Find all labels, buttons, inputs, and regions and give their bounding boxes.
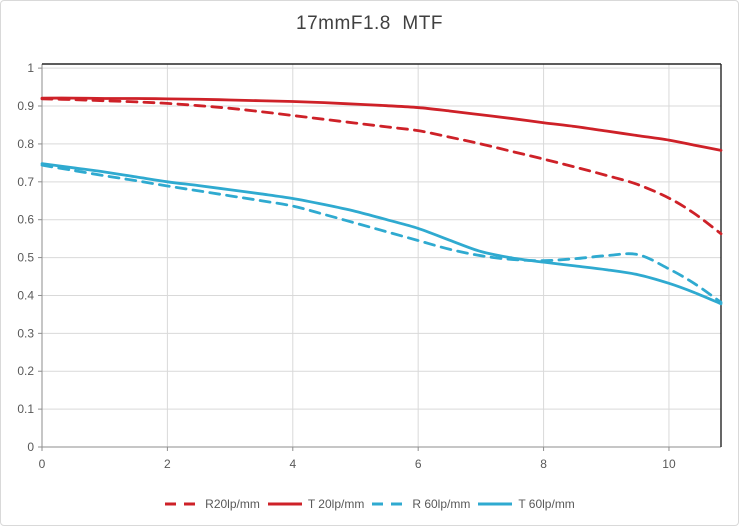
legend-label: R20lp/mm	[205, 497, 260, 511]
y-tick-label: 1	[27, 61, 34, 75]
chart-legend: R20lp/mm T 20lp/mm R 60lp/mm T 60lp/mm	[1, 497, 738, 511]
x-tick-label: 6	[415, 457, 422, 471]
series-r20lp-mm	[40, 97, 723, 236]
y-tick-label: 0.2	[17, 364, 34, 378]
y-tick-label: 0.6	[17, 213, 34, 227]
legend-label: R 60lp/mm	[412, 497, 471, 511]
legend-label: T 60lp/mm	[518, 497, 575, 511]
chart-title: 17mmF1.8 MTF	[296, 13, 443, 34]
series-t-60lp-mm	[40, 162, 723, 306]
legend-item: T 20lp/mm	[267, 497, 364, 511]
legend-item: T 60lp/mm	[477, 497, 575, 511]
dashed-line-sample-icon	[165, 502, 200, 506]
x-tick-label: 2	[164, 457, 171, 471]
y-tick-label: 0.1	[17, 402, 34, 416]
solid-line-sample-icon	[267, 502, 302, 506]
legend-item: R 60lp/mm	[371, 497, 470, 511]
y-tick-label: 0.5	[17, 251, 34, 265]
series-t-20lp-mm	[40, 96, 723, 152]
y-tick-label: 0.8	[17, 137, 34, 151]
solid-line-sample-icon	[478, 502, 513, 506]
series-r-60lp-mm	[40, 163, 723, 304]
y-tick-label: 0.4	[17, 288, 34, 302]
x-tick-label: 10	[662, 457, 676, 471]
dashed-line-sample-icon	[372, 502, 407, 506]
y-tick-label: 0	[27, 440, 34, 454]
x-tick-label: 8	[540, 457, 547, 471]
legend-item: R20lp/mm	[164, 497, 260, 511]
y-tick-label: 0.7	[17, 175, 34, 189]
x-tick-label: 0	[39, 457, 46, 471]
y-tick-label: 0.9	[17, 99, 34, 113]
legend-label: T 20lp/mm	[307, 497, 365, 511]
y-tick-label: 0.3	[17, 326, 34, 340]
x-tick-label: 4	[289, 457, 296, 471]
